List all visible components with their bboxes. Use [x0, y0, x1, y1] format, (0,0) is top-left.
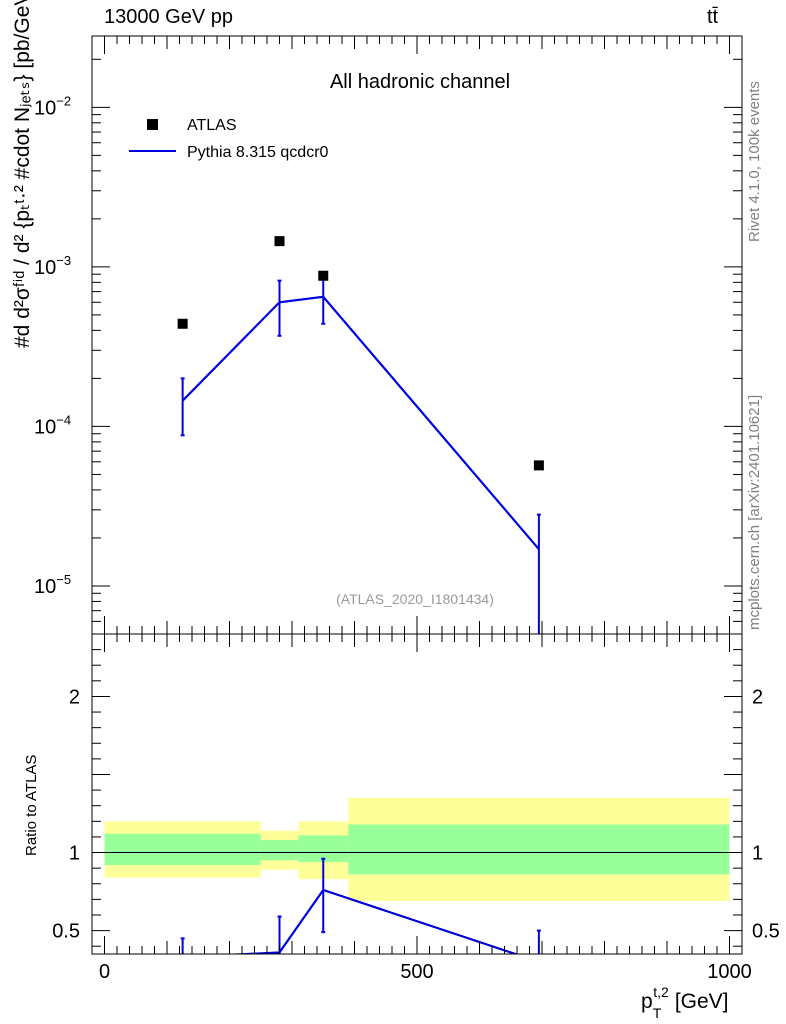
y-tick-label-exp: −4 [56, 412, 71, 427]
mc-prediction-line [181, 295, 540, 550]
x-axis-title-sup: t,2 [653, 984, 669, 1000]
legend: ATLAS Pythia 8.315 qcdcr0 [129, 117, 329, 161]
ratio-panel-content [104, 797, 730, 954]
y-tick-label: 10−2 [34, 93, 71, 119]
y-axis-title: #d d²σᶠⁱᵈ / d² {pₜᵗ·² #cdot Nⱼₑₜₛ} [pb/G… [11, 0, 34, 348]
uncertainty-band-inner [298, 835, 349, 862]
ratio-y-tick-label-right: 0.5 [752, 921, 780, 943]
source-label: mcplots.cern.ch [arXiv:2401.10621] [746, 394, 763, 630]
uncertainty-band-inner [260, 840, 299, 861]
y-tick-label-exp: −2 [56, 93, 71, 108]
ratio-mc-line [224, 888, 519, 954]
ratio-y-tick-label-right: 1 [752, 843, 763, 865]
y-tick-label-exp: −5 [56, 572, 71, 587]
x-tick-label: 500 [400, 961, 433, 983]
chart-title: All hadronic channel [330, 71, 510, 93]
legend-atlas-label: ATLAS [187, 117, 237, 134]
rivet-label: Rivet 4.1.0, 100k events [746, 81, 763, 242]
x-axis-title: pTt,2 [GeV] [641, 984, 729, 1021]
x-axis-title-unit: [GeV] [675, 990, 729, 1013]
ratio-axis-title: Ratio to ATLAS [23, 754, 40, 856]
atlas-data-point [318, 270, 329, 281]
y-tick-label: 10−5 [34, 572, 71, 598]
ratio-y-tick-label-right: 2 [752, 686, 763, 708]
y-tick-label-base: 10 [34, 416, 56, 438]
main-panel-content [177, 236, 544, 634]
analysis-watermark: (ATLAS_2020_I1801434) [336, 591, 494, 607]
y-tick-label: 10−4 [34, 412, 71, 438]
uncertainty-band-inner [348, 824, 730, 875]
x-tick-label: 0 [99, 961, 110, 983]
ratio-y-tick-label-left: 1 [69, 843, 80, 865]
main-panel-ticks [92, 36, 742, 634]
y-tick-label-base: 10 [34, 576, 56, 598]
ratio-panel-frame [91, 633, 743, 955]
legend-atlas-marker [147, 119, 158, 130]
y-tick-label-exp: −3 [56, 253, 71, 268]
atlas-data-point [177, 318, 188, 329]
ratio-y-tick-label-left: 0.5 [52, 921, 80, 943]
energy-label: 13000 GeV pp [104, 6, 233, 28]
process-label: tt̄ [707, 6, 719, 28]
uncertainty-band-inner [104, 833, 261, 866]
x-axis-title-main: p [641, 990, 653, 1013]
y-tick-label-base: 10 [34, 257, 56, 279]
x-axis-title-sub: T [653, 1005, 662, 1021]
legend-mc-label: Pythia 8.315 qcdcr0 [187, 144, 329, 161]
atlas-data-point [533, 460, 544, 471]
ratio-y-tick-label-left: 2 [69, 686, 80, 708]
x-tick-label: 1000 [707, 961, 752, 983]
y-tick-label-base: 10 [34, 97, 56, 119]
atlas-data-point [274, 236, 285, 247]
ratio-panel-ticks [92, 633, 742, 954]
y-tick-label: 10−3 [34, 253, 71, 279]
